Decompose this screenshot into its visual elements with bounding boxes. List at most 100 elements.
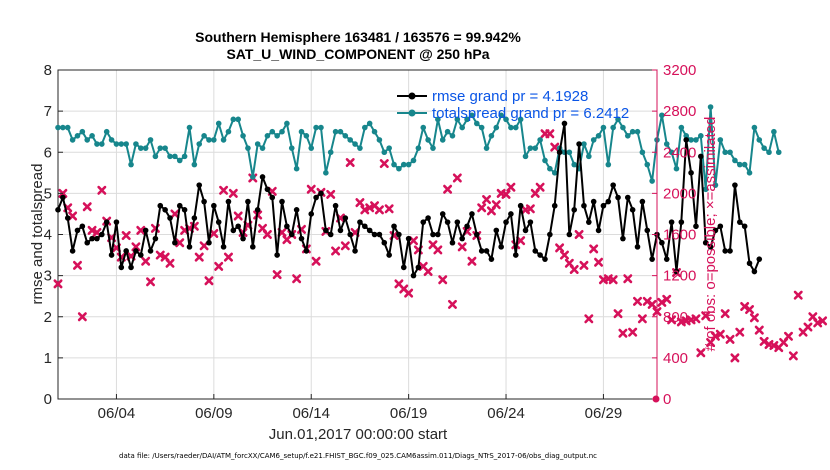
obs-marker bbox=[384, 204, 394, 214]
totalspread-marker bbox=[430, 145, 436, 151]
obs-marker bbox=[745, 305, 755, 315]
obs-marker bbox=[501, 189, 511, 199]
totalspread-marker bbox=[517, 116, 524, 123]
rmse-marker bbox=[352, 248, 358, 254]
totalspread-marker bbox=[566, 149, 573, 156]
y-right-tick-label: 1200 bbox=[663, 268, 696, 285]
rmse-marker bbox=[659, 239, 665, 246]
obs-marker bbox=[525, 204, 535, 214]
totalspread-marker bbox=[103, 128, 110, 135]
rmse-marker bbox=[576, 141, 582, 147]
obs-marker bbox=[691, 314, 701, 324]
obs-marker bbox=[175, 238, 185, 248]
totalspread-marker bbox=[308, 145, 315, 151]
totalspread-marker bbox=[264, 133, 271, 139]
obs-marker bbox=[423, 267, 433, 277]
rmse-marker bbox=[547, 231, 553, 238]
legend-rmse-marker bbox=[408, 92, 416, 100]
totalspread-marker bbox=[303, 133, 310, 139]
totalspread-marker bbox=[167, 153, 173, 160]
chart-subtitle: SAT_U_WIND_COMPONENT @ 250 hPa bbox=[226, 46, 489, 62]
totalspread-marker bbox=[157, 145, 164, 151]
totalspread-marker bbox=[751, 124, 758, 131]
totalspread-marker bbox=[449, 133, 456, 139]
totalspread-marker bbox=[663, 141, 670, 147]
rmse-marker bbox=[142, 227, 149, 234]
rmse-marker bbox=[405, 235, 412, 242]
rmse-marker bbox=[605, 198, 612, 205]
rmse-marker bbox=[746, 260, 753, 267]
rmse-marker bbox=[517, 202, 524, 209]
rmse-marker bbox=[532, 248, 539, 254]
totalspread-marker bbox=[396, 165, 402, 172]
totalspread-marker bbox=[527, 145, 534, 151]
rmse-marker bbox=[176, 202, 183, 209]
rmse-marker bbox=[362, 223, 368, 230]
rmse-marker bbox=[435, 231, 441, 238]
obs-marker bbox=[589, 244, 599, 254]
rmse-marker bbox=[454, 219, 461, 225]
totalspread-marker bbox=[55, 124, 61, 131]
totalspread-marker bbox=[405, 161, 412, 168]
totalspread-marker bbox=[595, 133, 602, 139]
obs-marker bbox=[311, 256, 321, 266]
rmse-marker bbox=[137, 252, 144, 258]
y-tick-label: 0 bbox=[44, 391, 52, 408]
obs-marker bbox=[165, 258, 175, 268]
rmse-marker bbox=[590, 198, 597, 205]
totalspread-marker bbox=[415, 145, 422, 151]
totalspread-marker bbox=[133, 141, 139, 147]
rmse-marker bbox=[566, 231, 573, 238]
obs-marker bbox=[136, 225, 146, 235]
obs-marker bbox=[219, 185, 229, 195]
obs-marker bbox=[97, 185, 107, 195]
rmse-marker bbox=[595, 227, 602, 234]
rmse-marker bbox=[181, 207, 188, 213]
legend-rmse-label: rmse grand pr = 4.1928 bbox=[432, 88, 588, 105]
obs-marker bbox=[82, 202, 92, 212]
rmse-marker bbox=[391, 223, 397, 230]
obs-marker bbox=[754, 325, 764, 335]
totalspread-marker bbox=[702, 186, 709, 193]
rmse-marker bbox=[668, 219, 675, 225]
totalspread-marker bbox=[542, 157, 548, 164]
rmse-marker bbox=[678, 219, 685, 225]
obs-marker bbox=[272, 270, 282, 280]
rmse-marker bbox=[133, 248, 139, 254]
rmse-marker bbox=[469, 211, 475, 217]
y-tick-label: 5 bbox=[44, 185, 52, 202]
obs-marker bbox=[608, 275, 618, 285]
totalspread-marker bbox=[137, 145, 144, 151]
totalspread-marker bbox=[99, 141, 105, 147]
rmse-marker bbox=[561, 120, 568, 127]
totalspread-marker bbox=[425, 137, 431, 143]
rmse-marker bbox=[103, 219, 110, 225]
legend: rmse grand pr = 4.1928 totalspread grand… bbox=[397, 88, 629, 122]
y-tick-label: 7 bbox=[44, 103, 52, 120]
totalspread-marker bbox=[488, 133, 495, 139]
obs-marker bbox=[793, 290, 803, 300]
rmse-marker bbox=[123, 248, 129, 254]
legend-spread-label: totalspread grand pr = 6.2412 bbox=[432, 105, 629, 122]
totalspread-marker bbox=[201, 133, 207, 139]
footnote: data file: /Users/raeder/DAI/ATM_forcXX/… bbox=[119, 452, 597, 460]
totalspread-marker bbox=[493, 124, 500, 131]
totalspread-marker bbox=[269, 128, 276, 135]
obs-marker bbox=[121, 231, 131, 241]
rmse-marker bbox=[284, 223, 290, 230]
obs-marker bbox=[516, 236, 526, 246]
rmse-marker bbox=[439, 211, 446, 217]
rmse-marker bbox=[727, 248, 733, 254]
totalspread-marker bbox=[172, 153, 178, 160]
rmse-marker bbox=[366, 227, 373, 234]
obs-marker bbox=[345, 158, 355, 168]
x-tick-label: 06/14 bbox=[292, 405, 330, 422]
totalspread-marker bbox=[347, 137, 353, 143]
totalspread-marker bbox=[352, 141, 358, 147]
rmse-marker bbox=[64, 215, 71, 221]
totalspread-marker bbox=[366, 120, 373, 127]
totalspread-marker bbox=[79, 128, 86, 135]
rmse-marker bbox=[586, 219, 592, 225]
rmse-marker bbox=[707, 244, 714, 250]
obs-marker bbox=[331, 246, 341, 256]
